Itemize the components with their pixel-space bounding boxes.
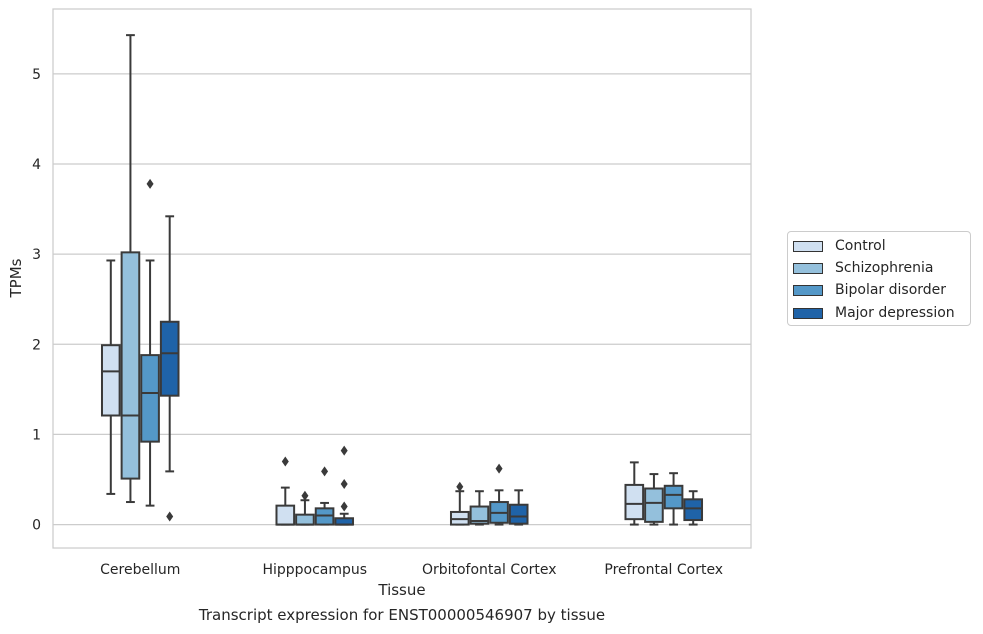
outlier-point <box>340 445 348 456</box>
y-tick-label-4: 4 <box>32 157 41 173</box>
legend: Control Schizophrenia Bipolar disorder M… <box>787 231 971 326</box>
legend-swatch-major-depression <box>793 307 823 319</box>
x-tick-label-prefrontal-cortex: Prefrontal Cortex <box>604 562 723 578</box>
y-tick-label-1: 1 <box>32 427 41 443</box>
legend-item-schizophrenia: Schizophrenia <box>793 258 933 278</box>
box-iqr <box>624 483 645 521</box>
box-iqr <box>644 487 664 523</box>
box-cerebellum-control <box>100 259 121 495</box>
box-orbitofontal-cortex-major-depression <box>508 489 529 526</box>
x-axis-label: Tissue <box>377 581 425 599</box>
box-orbitofontal-cortex-schizophrenia <box>469 490 490 526</box>
legend-label-major-depression: Major depression <box>835 305 955 321</box>
x-tick-label-hipppocampus: Hipppocampus <box>262 562 367 578</box>
box-iqr <box>159 320 180 397</box>
y-tick-label-3: 3 <box>32 247 41 263</box>
y-axis-ticks: 0 1 2 3 4 5 <box>32 67 41 534</box>
legend-item-bipolar-disorder: Bipolar disorder <box>793 280 946 300</box>
y-tick-label-2: 2 <box>32 337 41 353</box>
box-iqr <box>275 504 296 526</box>
box-cerebellum-major-depression <box>159 215 180 522</box>
box-iqr <box>663 484 684 510</box>
legend-label-bipolar-disorder: Bipolar disorder <box>835 282 947 298</box>
box-iqr <box>683 498 704 522</box>
box-orbitofontal-cortex-bipolar-disorder <box>489 463 509 526</box>
box-prefrontal-cortex-bipolar-disorder <box>663 472 684 526</box>
legend-item-major-depression: Major depression <box>793 303 955 323</box>
box-iqr <box>100 344 121 417</box>
outlier-point <box>495 463 503 474</box>
box-prefrontal-cortex-major-depression <box>683 490 704 526</box>
box-hipppocampus-major-depression <box>334 445 355 526</box>
y-axis-label: TPMs <box>7 258 25 298</box>
box-prefrontal-cortex-control <box>624 461 645 526</box>
legend-swatch-schizophrenia <box>793 262 823 274</box>
y-tick-label-0: 0 <box>32 518 41 534</box>
outlier-point <box>456 481 464 492</box>
outlier-point <box>301 490 309 501</box>
box-iqr <box>120 251 141 480</box>
box-hipppocampus-schizophrenia <box>295 490 315 526</box>
box-hipppocampus-control <box>275 456 296 526</box>
outlier-point <box>281 456 289 467</box>
gridlines <box>53 73 751 526</box>
box-orbitofontal-cortex-control <box>449 481 470 526</box>
box-cerebellum-schizophrenia <box>120 34 141 504</box>
figure-caption: Transcript expression for ENST0000054690… <box>198 606 606 624</box>
outlier-point <box>340 479 348 490</box>
x-axis-ticks: Cerebellum Hipppocampus Orbitofontal Corte… <box>100 562 723 578</box>
box-iqr <box>469 505 490 525</box>
legend-label-control: Control <box>835 238 886 254</box>
plot-frame <box>52 8 752 549</box>
box-iqr <box>295 513 315 526</box>
outlier-point <box>321 466 329 477</box>
legend-swatch-control <box>793 240 823 252</box>
legend-label-schizophrenia: Schizophrenia <box>835 260 934 276</box>
box-groups <box>100 34 704 526</box>
legend-swatch-bipolar-disorder <box>793 284 823 296</box>
box-cerebellum-bipolar-disorder <box>140 178 160 507</box>
outlier-point <box>340 501 348 512</box>
outlier-point <box>146 178 154 189</box>
y-tick-label-5: 5 <box>32 67 41 83</box>
x-tick-label-orbitofontal-cortex: Orbitofontal Cortex <box>422 562 557 578</box>
box-iqr <box>140 354 160 443</box>
x-tick-label-cerebellum: Cerebellum <box>100 562 180 578</box>
box-prefrontal-cortex-schizophrenia <box>644 473 664 526</box>
legend-item-control: Control <box>793 236 886 256</box>
box-iqr <box>508 503 529 525</box>
outlier-point <box>166 511 174 522</box>
box-hipppocampus-bipolar-disorder <box>314 466 335 526</box>
